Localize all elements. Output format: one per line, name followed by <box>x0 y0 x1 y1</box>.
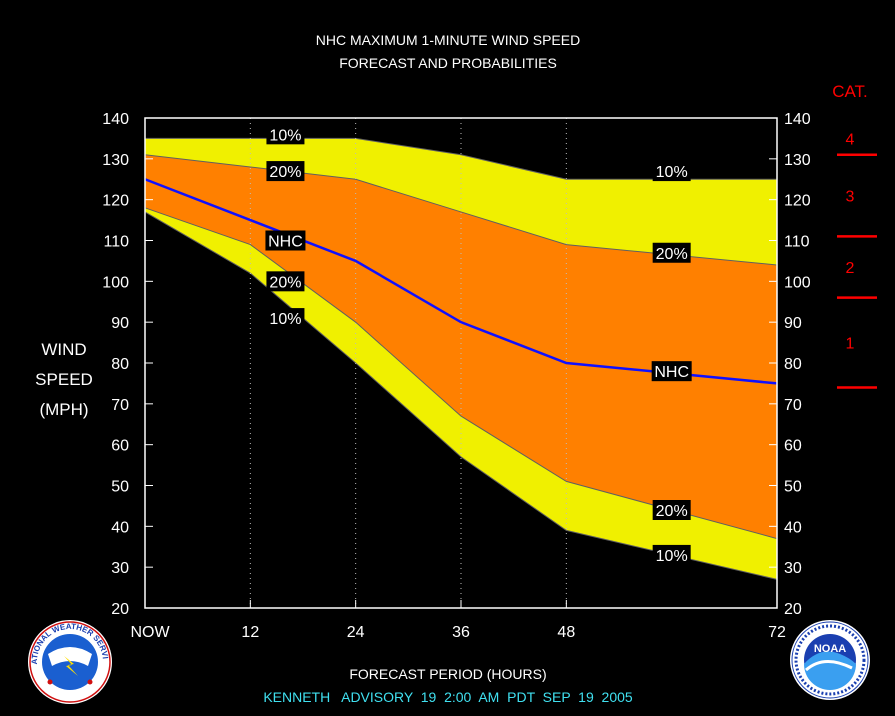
plot-area: 20 20 30 30 40 40 50 50 60 60 70 70 80 80 90 90 100 100 11… <box>102 111 811 641</box>
band-label-box <box>266 271 305 292</box>
category-label: 3 <box>846 189 855 206</box>
band-label-box <box>265 230 306 251</box>
band-label: 20% <box>269 274 301 291</box>
band-label: 20% <box>656 503 688 520</box>
band-label: 20% <box>269 164 301 181</box>
band-label: 20% <box>656 246 688 263</box>
advisory-footer: KENNETH ADVISORY 19 2:00 AM PDT SEP 19 2… <box>263 689 633 705</box>
y-tick-label-right: 20 <box>784 601 802 618</box>
band-label: NHC <box>654 364 689 381</box>
band-label: 10% <box>656 164 688 181</box>
x-tick-label: NOW <box>130 624 170 641</box>
y-tick-label-left: 80 <box>111 356 129 373</box>
x-tick-label: 24 <box>347 624 365 641</box>
y-axis-label-line-1: WIND <box>41 340 86 359</box>
y-tick-label-left: 120 <box>102 193 129 210</box>
y-tick-label-left: 70 <box>111 397 129 414</box>
category-title: CAT. <box>832 82 868 101</box>
series-line-lower10 <box>144 211 778 580</box>
x-tick-label: 36 <box>452 624 470 641</box>
y-tick-label-left: 110 <box>103 234 129 251</box>
band-label-box <box>652 242 691 263</box>
y-tick-label-left: 50 <box>111 479 129 496</box>
category-scale: CAT. 1 2 3 4 <box>832 82 877 389</box>
chart-subtitle: FORECAST AND PROBABILITIES <box>339 55 557 71</box>
y-tick-label-right: 120 <box>784 193 811 210</box>
y-tick-label-left: 40 <box>111 519 129 536</box>
nws-logo: NATIONAL WEATHER SERVICE <box>28 620 112 704</box>
y-tick-label-left: 30 <box>111 560 129 577</box>
series-line-lower20 <box>144 207 778 540</box>
y-tick-label-right: 40 <box>784 519 802 536</box>
y-tick-label-right: 90 <box>784 315 802 332</box>
y-axis-label-line-3: (MPH) <box>39 400 88 419</box>
y-tick-label-right: 100 <box>784 274 811 291</box>
y-tick-label-right: 60 <box>784 438 802 455</box>
y-tick-label-left: 90 <box>111 315 129 332</box>
category-label: 4 <box>846 131 855 148</box>
y-tick-label-left: 20 <box>111 601 129 618</box>
y-tick-label-right: 30 <box>784 560 802 577</box>
band-label-box <box>266 161 305 182</box>
x-tick-label: 48 <box>557 624 575 641</box>
band-label-box <box>652 544 691 565</box>
y-tick-label-left: 60 <box>111 438 129 455</box>
y-tick-label-left: 130 <box>102 152 129 169</box>
series-line-upper10 <box>145 137 777 180</box>
y-tick-label-right: 70 <box>784 397 802 414</box>
band-label: NHC <box>268 234 303 251</box>
noaa-logo-text: NOAA <box>814 643 846 655</box>
band-label: 10% <box>656 548 688 565</box>
band-20-percent <box>145 154 777 539</box>
y-tick-label-right: 80 <box>784 356 802 373</box>
y-tick-label-right: 130 <box>784 152 811 169</box>
band-label: 10% <box>269 311 301 328</box>
band-label-box <box>266 124 305 145</box>
nhc-forecast-line <box>144 178 778 385</box>
chart-title: NHC MAXIMUM 1-MINUTE WIND SPEED <box>316 32 580 48</box>
category-label: 2 <box>846 260 855 277</box>
series-line-upper20 <box>144 154 778 266</box>
category-label: 1 <box>846 336 855 353</box>
band-label-box <box>266 308 305 329</box>
y-tick-label-right: 50 <box>784 479 802 496</box>
band-label-box <box>651 361 692 382</box>
band-label: 10% <box>269 127 301 144</box>
y-tick-label-right: 140 <box>784 111 811 128</box>
y-tick-label-left: 100 <box>102 274 129 291</box>
x-tick-label: 12 <box>241 624 259 641</box>
x-tick-label: 72 <box>768 624 786 641</box>
x-axis-label: FORECAST PERIOD (HOURS) <box>349 666 546 682</box>
y-axis-label-line-2: SPEED <box>35 370 93 389</box>
band-label-box <box>652 500 691 520</box>
y-tick-label-left: 140 <box>102 111 129 128</box>
noaa-logo: NOAA <box>790 620 870 700</box>
band-label-box <box>652 161 691 182</box>
y-tick-label-right: 110 <box>784 234 810 251</box>
